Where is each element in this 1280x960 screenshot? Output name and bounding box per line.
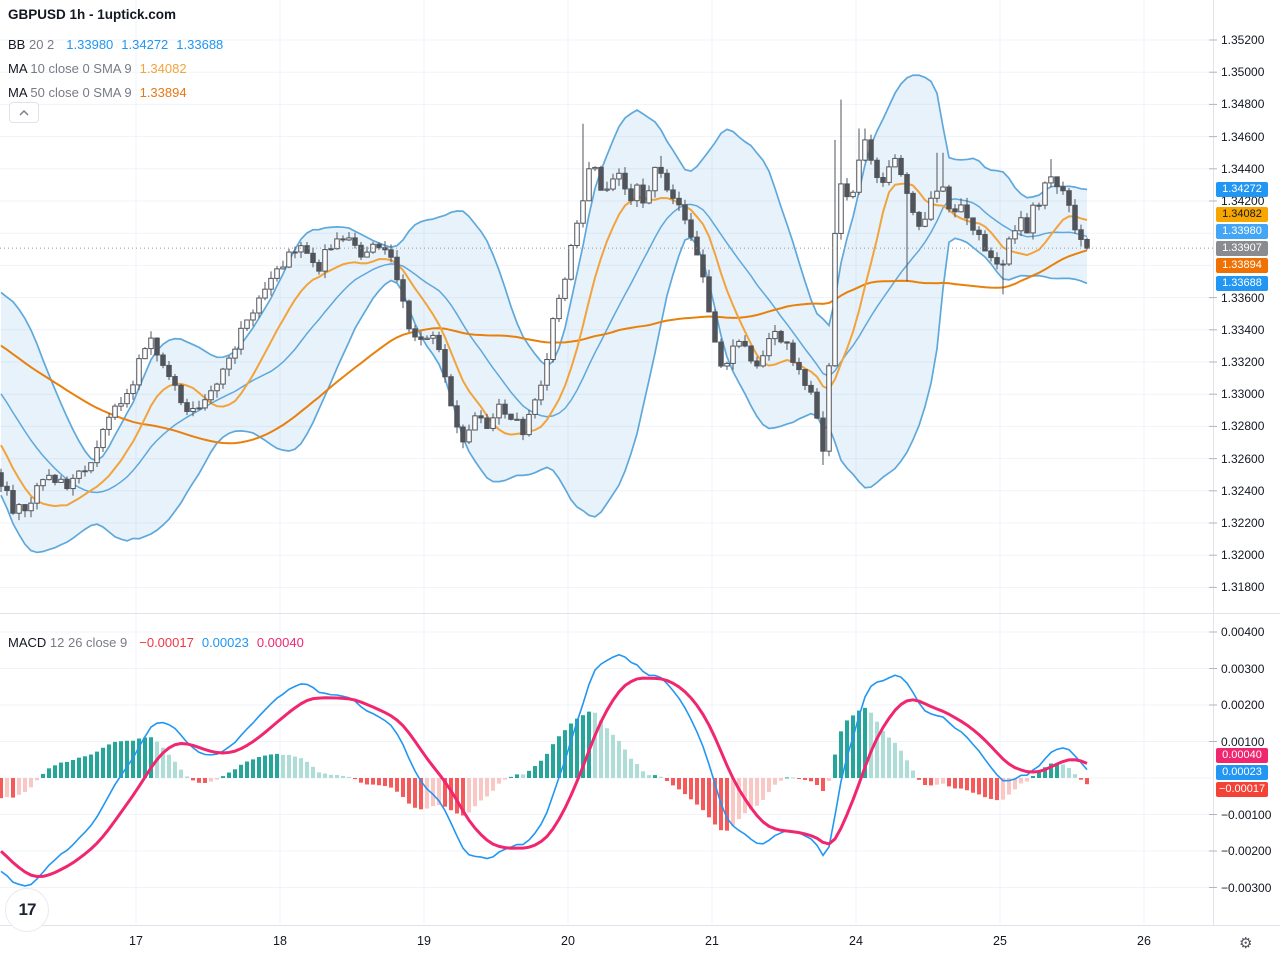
bb-basis-badge: 1.33980 bbox=[1216, 223, 1268, 239]
price-tick-label: 1.31800 bbox=[1221, 580, 1265, 595]
macd-tick-label: 0.00300 bbox=[1221, 661, 1265, 676]
macd-tick-label: −0.00300 bbox=[1221, 880, 1272, 895]
time-tick-label: 21 bbox=[705, 934, 719, 948]
legend-collapse-button[interactable] bbox=[9, 102, 39, 123]
bb-params: 20 2 bbox=[28, 36, 55, 52]
bb-lower-line bbox=[0, 236, 1088, 554]
time-tick-label: 19 bbox=[417, 934, 431, 948]
price-tick-label: 1.33200 bbox=[1221, 355, 1265, 369]
macd-hist-value: −0.00017 bbox=[139, 634, 194, 650]
indicator-legend: BB 20 2 1.33980 1.34272 1.33688 MA 10 cl… bbox=[8, 32, 223, 104]
macd-line-value: 0.00023 bbox=[201, 634, 249, 650]
bollinger-band bbox=[0, 74, 1088, 554]
ma10-params: 10 close 0 SMA 9 bbox=[30, 60, 132, 76]
macd-legend: MACD 12 26 close 9 −0.00017 0.00023 0.00… bbox=[8, 630, 304, 654]
macd-tick-label: −0.00200 bbox=[1221, 844, 1272, 858]
bb-basis-value: 1.33980 bbox=[66, 36, 114, 52]
macd-tick-label: 0.00200 bbox=[1221, 698, 1265, 712]
time-tick-label: 18 bbox=[273, 934, 287, 948]
ma50-line bbox=[0, 249, 1088, 445]
price-tick-label: 1.33400 bbox=[1221, 322, 1265, 337]
price-tick-label: 1.33000 bbox=[1221, 387, 1265, 402]
price-tick-label: 1.32600 bbox=[1221, 451, 1265, 466]
ma50-badge: 1.33894 bbox=[1216, 257, 1268, 273]
bb-upper-line bbox=[0, 74, 1088, 462]
bb-lower-badge: 1.33688 bbox=[1216, 275, 1268, 291]
time-axis[interactable] bbox=[0, 926, 1280, 960]
histogram-badge: −0.00017 bbox=[1216, 781, 1268, 797]
time-tick-label: 25 bbox=[993, 934, 1007, 948]
price-tick-label: 1.33600 bbox=[1221, 290, 1265, 305]
price-tick-label: 1.32400 bbox=[1221, 483, 1265, 498]
chevron-up-icon bbox=[19, 109, 29, 115]
time-tick-label: 17 bbox=[129, 934, 143, 948]
bb-upper-value: 1.34272 bbox=[121, 36, 169, 52]
price-tick-label: 1.34200 bbox=[1221, 194, 1265, 208]
time-tick-label: 20 bbox=[561, 934, 575, 948]
price-tick-label: 1.34800 bbox=[1221, 97, 1265, 112]
bb-upper-badge: 1.34272 bbox=[1216, 181, 1268, 197]
last-price-badge: 1.33907 bbox=[1216, 240, 1268, 256]
bb-lower-value: 1.33688 bbox=[176, 36, 224, 52]
legend-row-macd[interactable]: MACD 12 26 close 9 −0.00017 0.00023 0.00… bbox=[8, 630, 304, 654]
macd-name: MACD bbox=[8, 634, 47, 650]
macd-tick-label: 0.00400 bbox=[1221, 625, 1265, 639]
macd-badge: 0.00023 bbox=[1216, 764, 1268, 780]
price-tick-label: 1.35000 bbox=[1221, 65, 1265, 80]
ma50-name: MA bbox=[8, 84, 27, 100]
ma10-value: 1.34082 bbox=[139, 60, 187, 76]
price-tick-label: 1.35200 bbox=[1221, 33, 1265, 47]
macd-tick-label: −0.00100 bbox=[1221, 807, 1272, 822]
signal-badge: 0.00040 bbox=[1216, 747, 1268, 763]
time-tick-label: 24 bbox=[849, 934, 863, 948]
legend-row-ma10[interactable]: MA 10 close 0 SMA 9 1.34082 bbox=[8, 56, 223, 80]
signal-line bbox=[0, 676, 1088, 879]
gear-icon[interactable]: ⚙ bbox=[1239, 935, 1253, 952]
candles bbox=[0, 99, 1090, 521]
macd-line bbox=[0, 653, 1088, 887]
legend-row-bb[interactable]: BB 20 2 1.33980 1.34272 1.33688 bbox=[8, 32, 223, 56]
separators bbox=[0, 0, 1280, 926]
macd-tick-label: 0.00100 bbox=[1221, 734, 1265, 749]
price-tick-label: 1.32800 bbox=[1221, 419, 1265, 434]
legend-row-ma50[interactable]: MA 50 close 0 SMA 9 1.33894 bbox=[8, 80, 223, 104]
macd-lines bbox=[0, 653, 1088, 887]
ma50-params: 50 close 0 SMA 9 bbox=[30, 84, 132, 100]
time-tick-label: 26 bbox=[1137, 934, 1151, 948]
ma10-badge: 1.34082 bbox=[1216, 206, 1268, 222]
macd-params: 12 26 close 9 bbox=[49, 634, 128, 650]
tradingview-logo[interactable]: 17 bbox=[5, 888, 49, 932]
price-tick-label: 1.34400 bbox=[1221, 161, 1265, 176]
ma10-name: MA bbox=[8, 60, 27, 76]
symbol-title: GBPUSD 1h - 1uptick.com bbox=[8, 7, 177, 22]
price-tick-label: 1.32200 bbox=[1221, 516, 1265, 530]
price-tick-label: 1.34600 bbox=[1221, 129, 1265, 144]
price-tick-label: 1.32000 bbox=[1221, 548, 1265, 563]
bb-basis-line bbox=[0, 198, 1088, 494]
macd-histogram bbox=[0, 707, 1089, 831]
ma50-value: 1.33894 bbox=[139, 84, 187, 100]
macd-signal-value: 0.00040 bbox=[256, 634, 304, 650]
bb-name: BB bbox=[8, 36, 26, 52]
